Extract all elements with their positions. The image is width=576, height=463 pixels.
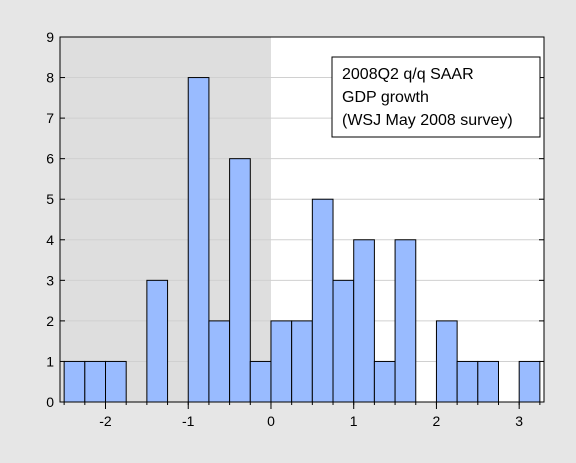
y-tick-label: 4 — [46, 232, 54, 248]
y-tick-label: 0 — [46, 394, 54, 410]
legend-line-2: GDP growth — [342, 89, 429, 106]
legend-line-1: 2008Q2 q/q SAAR — [342, 66, 474, 83]
histogram-bar — [84, 360, 107, 403]
x-tick-label: 1 — [350, 413, 358, 429]
x-tick-label: -1 — [182, 413, 195, 429]
histogram-bar — [291, 320, 313, 403]
histogram-bar — [477, 360, 499, 403]
histogram-bar — [229, 158, 251, 403]
y-axis: 0 1 2 3 4 5 6 7 8 9 — [46, 29, 544, 410]
histogram-bar — [63, 360, 86, 403]
histogram-bar — [208, 320, 231, 403]
y-tick-label: 5 — [46, 191, 54, 207]
histogram-bar — [270, 320, 293, 403]
histogram-bar — [311, 198, 334, 403]
histogram-bar — [353, 239, 375, 403]
legend-box: 2008Q2 q/q SAAR GDP growth (WSJ May 2008… — [331, 56, 541, 138]
histogram-bar — [456, 360, 479, 403]
histogram-bar — [394, 239, 417, 403]
x-tick-label: 0 — [267, 413, 275, 429]
x-tick-label: 3 — [515, 413, 523, 429]
histogram-bar — [518, 360, 541, 403]
y-tick-label: 7 — [46, 110, 54, 126]
legend-line-3: (WSJ May 2008 survey) — [342, 112, 513, 129]
x-axis: -2 -1 0 1 2 3 — [63, 402, 541, 429]
y-tick-label: 1 — [46, 353, 54, 369]
histogram-bar — [332, 279, 355, 403]
y-tick-label: 9 — [46, 29, 54, 45]
histogram-bar — [249, 360, 272, 403]
histogram-bar — [187, 77, 210, 403]
x-tick-label: 2 — [433, 413, 441, 429]
plot-frame — [59, 36, 545, 403]
histogram-bar — [146, 279, 169, 403]
y-tick-label: 3 — [46, 272, 54, 288]
legend-frame — [331, 56, 541, 138]
histogram-bar — [105, 360, 127, 403]
y-tick-label: 6 — [46, 151, 54, 167]
y-tick-label: 2 — [46, 313, 54, 329]
histogram-bar — [435, 320, 458, 403]
y-tick-label: 8 — [46, 70, 54, 86]
histogram-bar — [373, 360, 396, 403]
x-tick-label: -2 — [99, 413, 112, 429]
